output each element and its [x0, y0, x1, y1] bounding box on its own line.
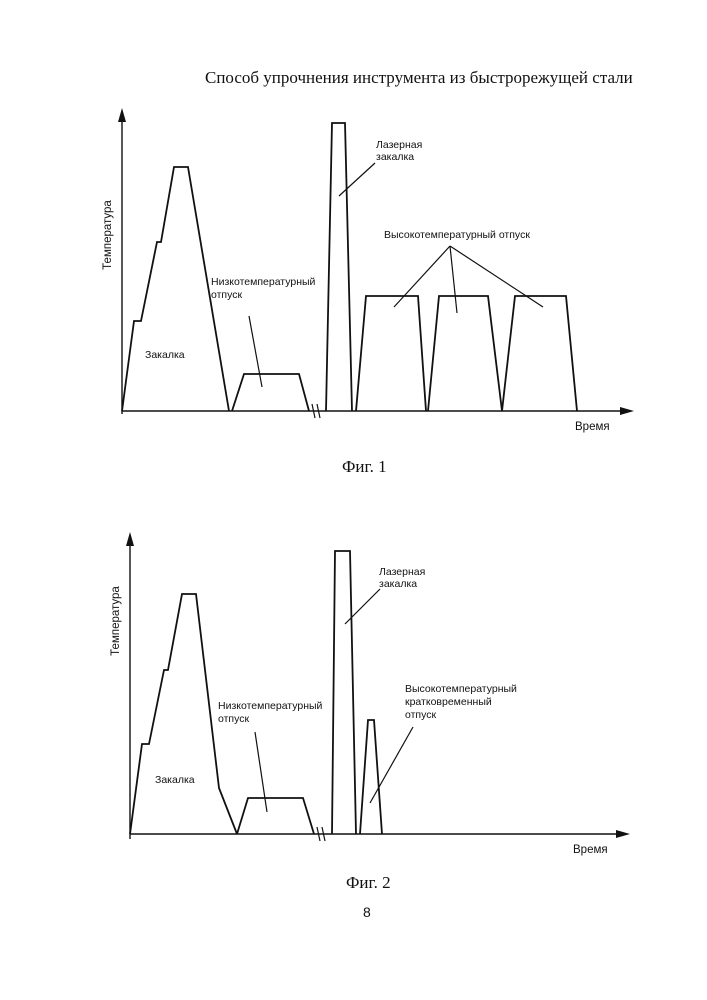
- high-temper-leader-2: [450, 246, 457, 313]
- high-temper-label-line1: Высокотемпературный: [405, 683, 517, 695]
- low-temper-label-line2: отпуск: [218, 713, 249, 725]
- figure-2-caption: Фиг. 2: [346, 873, 391, 893]
- figure-2-diagram: Температура Время Закалка Низкотемперату…: [0, 500, 707, 880]
- page-number: 8: [363, 904, 371, 920]
- quench-label: Закалка: [145, 349, 185, 361]
- y-axis-arrow: [118, 108, 126, 122]
- low-temper-leader: [249, 316, 262, 387]
- high-temper-curve-1: [356, 296, 426, 411]
- low-temper-label-line1: Низкотемпературный: [211, 276, 316, 288]
- high-temper-label-line3: отпуск: [405, 709, 436, 721]
- y-axis-label: Температура: [110, 586, 122, 656]
- low-temper-curve: [232, 374, 309, 411]
- low-temper-label-line1: Низкотемпературный: [218, 700, 323, 712]
- x-axis-arrow: [620, 407, 634, 415]
- y-axis-label: Температура: [102, 200, 114, 270]
- laser-label-line2: закалка: [376, 151, 414, 163]
- laser-leader: [339, 163, 375, 196]
- laser-label-line2: закалка: [379, 578, 417, 590]
- x-axis-arrow: [616, 830, 630, 838]
- low-temper-leader: [255, 732, 267, 812]
- high-temper-label-line2: кратковременный: [405, 696, 492, 708]
- laser-label-line1: Лазерная: [376, 139, 422, 151]
- high-temper-curve-3: [502, 296, 577, 411]
- figure-1-caption: Фиг. 1: [342, 457, 387, 477]
- x-axis-label: Время: [575, 421, 610, 433]
- high-temper-curve-2: [428, 296, 502, 411]
- high-temper-leader-1: [394, 246, 450, 307]
- high-temper-short-curve: [360, 720, 382, 834]
- laser-quench-curve: [326, 123, 352, 411]
- quench-label: Закалка: [155, 774, 195, 786]
- low-temper-label-line2: отпуск: [211, 289, 242, 301]
- x-axis-label: Время: [573, 844, 608, 856]
- high-temper-leader-3: [450, 246, 543, 307]
- high-temper-label: Высокотемпературный отпуск: [384, 229, 530, 241]
- laser-quench-curve: [332, 551, 356, 834]
- y-axis-arrow: [126, 532, 134, 546]
- figure-1-diagram: Температура Время Закалка Низкотемперату…: [0, 0, 707, 450]
- low-temper-curve: [237, 798, 314, 834]
- laser-label-line1: Лазерная: [379, 566, 425, 578]
